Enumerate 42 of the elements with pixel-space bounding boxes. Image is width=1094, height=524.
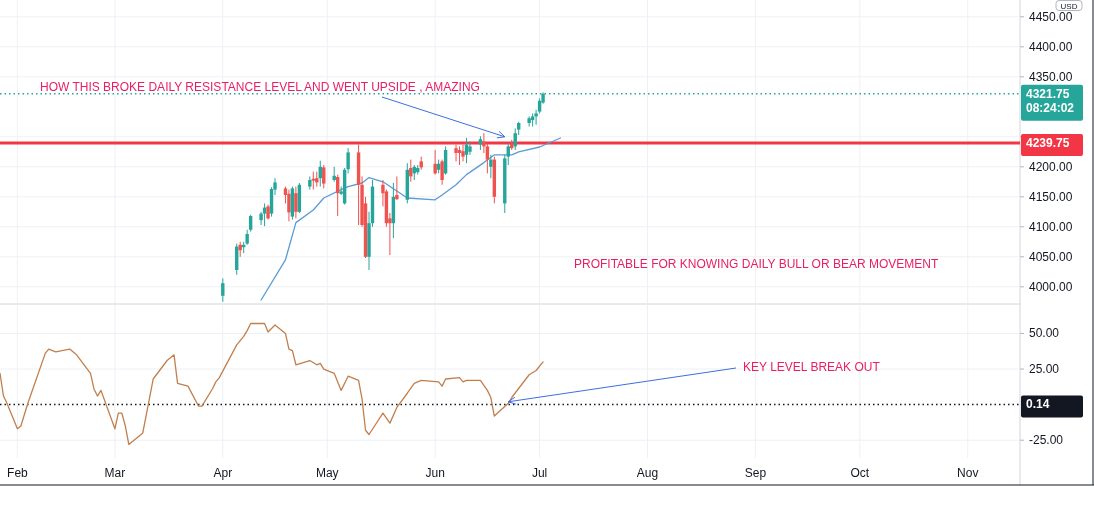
ref-line-label: 0.14 <box>1026 397 1050 412</box>
y-tick-label: 4200.00 <box>1029 159 1073 174</box>
candlestick <box>322 164 326 189</box>
y-axis-title: USD <box>1060 1 1078 11</box>
x-tick-label: Aug <box>636 466 659 480</box>
candlestick <box>294 186 298 219</box>
ref-line-label: 4239.75 <box>1026 135 1070 150</box>
candlestick <box>454 144 458 162</box>
x-tick-label: Jul <box>531 466 548 480</box>
candlestick <box>221 277 225 303</box>
candlestick <box>489 154 493 179</box>
y-tick-label: 4450.00 <box>1029 9 1073 24</box>
annotation: PROFITABLE FOR KNOWING DAILY BULL OR BEAR MOVEMENT <box>574 257 939 271</box>
x-tick-label: May <box>315 466 339 480</box>
y-tick-label: 50.00 <box>1029 326 1060 341</box>
annotation: HOW THIS BROKE DAILY RESISTANCE LEVEL AND WENT UPSIDE , AMAZING <box>40 80 480 94</box>
y-tick-label: 4150.00 <box>1029 189 1073 204</box>
y-tick-label: 4400.00 <box>1029 39 1073 54</box>
candlestick <box>506 142 510 166</box>
y-tick-label: 25.00 <box>1029 362 1060 377</box>
x-tick-label: Mar <box>104 466 126 480</box>
line-series <box>260 137 562 301</box>
x-tick-label: Apr <box>213 466 233 480</box>
y-tick-label: 4100.00 <box>1029 219 1073 234</box>
y-tick-label: -25.00 <box>1029 433 1064 448</box>
candlestick <box>457 145 462 166</box>
x-tick-label: Feb <box>7 466 29 480</box>
x-tick-label: Sep <box>744 466 767 480</box>
x-tick-label: Nov <box>957 466 979 480</box>
y-tick-label: 4000.00 <box>1029 279 1073 294</box>
candlestick <box>433 149 437 176</box>
ref-line-label: 4321.75 08:24:02 <box>1026 86 1075 115</box>
candlestick <box>395 175 399 201</box>
y-tick-label: 4350.00 <box>1029 69 1073 84</box>
candlestick <box>461 144 465 162</box>
x-tick-label: Jun <box>425 466 445 480</box>
candlestick <box>287 189 291 222</box>
candlestick <box>468 141 472 156</box>
annotation: KEY LEVEL BREAK OUT <box>743 360 881 374</box>
candlestick <box>527 115 531 128</box>
x-tick-label: Oct <box>850 466 870 480</box>
y-tick-label: 4050.00 <box>1029 249 1073 264</box>
